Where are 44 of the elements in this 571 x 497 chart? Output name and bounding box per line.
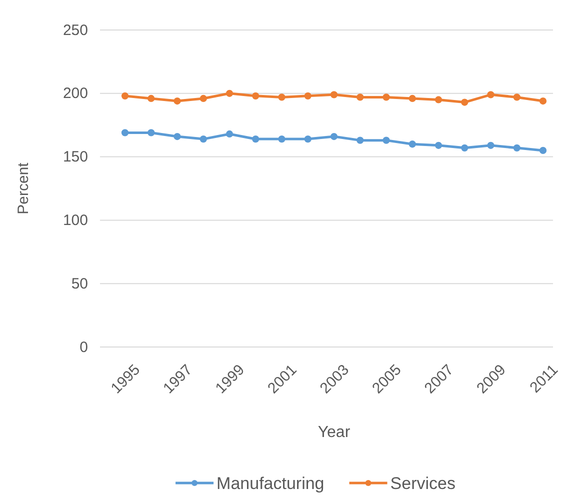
point <box>148 94 155 102</box>
point <box>356 94 364 101</box>
y-tick-label: 0 <box>80 338 88 356</box>
point <box>226 130 234 138</box>
point <box>408 140 416 148</box>
point <box>382 94 390 101</box>
point <box>539 97 547 105</box>
y-tick-label: 150 <box>62 148 88 166</box>
point <box>304 135 312 143</box>
point <box>278 94 286 101</box>
point <box>200 94 207 102</box>
point <box>382 136 390 144</box>
point <box>461 144 468 152</box>
point <box>434 96 442 104</box>
point <box>356 136 364 144</box>
point <box>487 142 494 149</box>
point <box>461 98 468 106</box>
point <box>513 94 520 101</box>
y-tick-label: 250 <box>62 22 88 39</box>
point <box>304 92 312 100</box>
legend-label: Manufacturing <box>216 474 324 493</box>
point <box>174 97 181 105</box>
point <box>121 92 129 100</box>
point <box>148 129 155 136</box>
point <box>174 132 181 140</box>
point <box>200 135 207 143</box>
y-tick-label: 50 <box>71 275 88 292</box>
point <box>434 142 442 149</box>
x-axis-title: Year <box>318 424 351 441</box>
point <box>408 94 416 102</box>
point <box>278 135 286 143</box>
point <box>330 132 338 140</box>
point <box>121 129 129 136</box>
point <box>330 91 338 98</box>
point <box>226 90 234 97</box>
y-axis-title: Percent <box>15 162 32 214</box>
legend-label: Services <box>390 474 456 493</box>
point <box>487 91 494 98</box>
y-tick-label: 200 <box>62 85 88 102</box>
point <box>252 135 260 143</box>
point <box>539 146 547 154</box>
point <box>513 144 520 152</box>
y-tick-label: 100 <box>62 212 88 229</box>
point <box>252 92 260 100</box>
